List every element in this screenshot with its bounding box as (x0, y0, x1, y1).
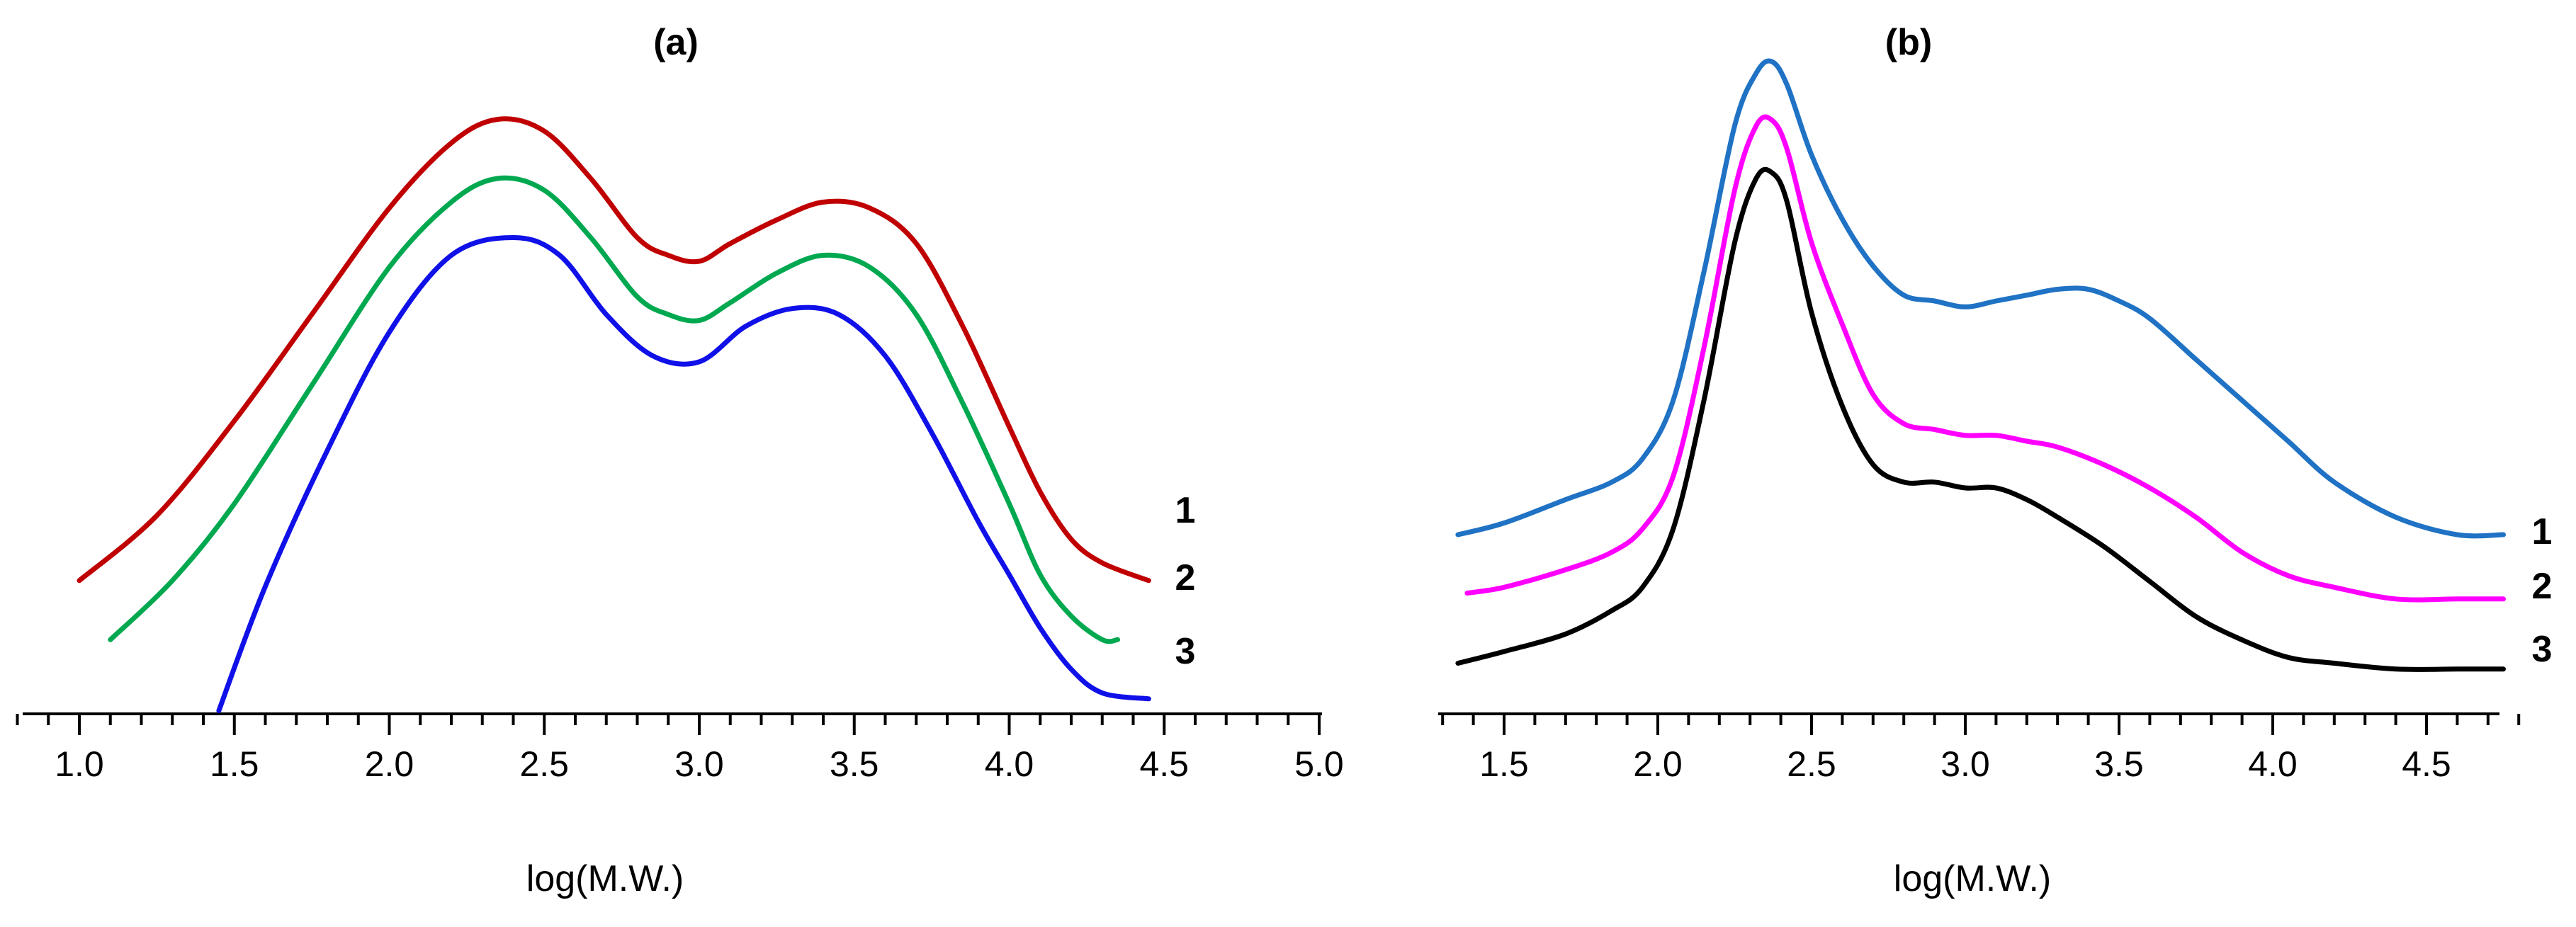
series-line-3 (1455, 166, 2506, 672)
series-line-1 (77, 116, 1151, 584)
curve-label-3: 3 (2532, 629, 2553, 670)
chart-title: (b) (1885, 22, 1932, 63)
chart-title: (a) (653, 22, 699, 63)
x-tick-label: 5.0 (1294, 744, 1344, 784)
x-tick-label: 1.0 (55, 744, 104, 784)
chart-panel-b: (b) 1.5 2.0 2.5 3.0 3.5 4.0 4.5 log(M.W.) 1 2 3 (1438, 22, 2552, 899)
x-axis-label: log(M.W.) (526, 858, 684, 899)
series-line-2 (1464, 114, 2506, 603)
x-tick-label: 2.5 (1787, 744, 1836, 784)
x-tick-label: 3.0 (1941, 744, 1990, 784)
x-tick-label: 1.5 (210, 744, 259, 784)
x-tick-label: 4.5 (1139, 744, 1189, 784)
x-tick-label: 4.0 (2248, 744, 2298, 784)
curve-label-1: 1 (1175, 490, 1196, 531)
x-tick-label: 2.0 (365, 744, 414, 784)
series-line-2 (108, 175, 1121, 644)
chart-panel-a: (a) 1.0 1.5 2.0 2.5 3.0 3.5 4.0 4.5 5.0 log(M.W.) 1… (16, 22, 1344, 899)
x-tick-label: 3.0 (674, 744, 724, 784)
x-tick-label: 3.5 (2094, 744, 2144, 784)
curve-label-2: 2 (1175, 557, 1196, 598)
x-tick-label: 3.5 (830, 744, 879, 784)
x-tick-label: 4.0 (985, 744, 1034, 784)
series-line-1 (1455, 58, 2506, 539)
x-tick-label: 1.5 (1479, 744, 1529, 784)
x-tick-label: 2.5 (519, 744, 569, 784)
series-line-3 (216, 235, 1151, 713)
x-tick-label: 4.5 (2402, 744, 2451, 784)
curve-label-3: 3 (1175, 631, 1196, 672)
x-axis-label: log(M.W.) (1894, 858, 2051, 899)
curve-label-1: 1 (2532, 511, 2553, 552)
x-tick-label: 2.0 (1633, 744, 1683, 784)
curve-label-2: 2 (2532, 566, 2553, 607)
